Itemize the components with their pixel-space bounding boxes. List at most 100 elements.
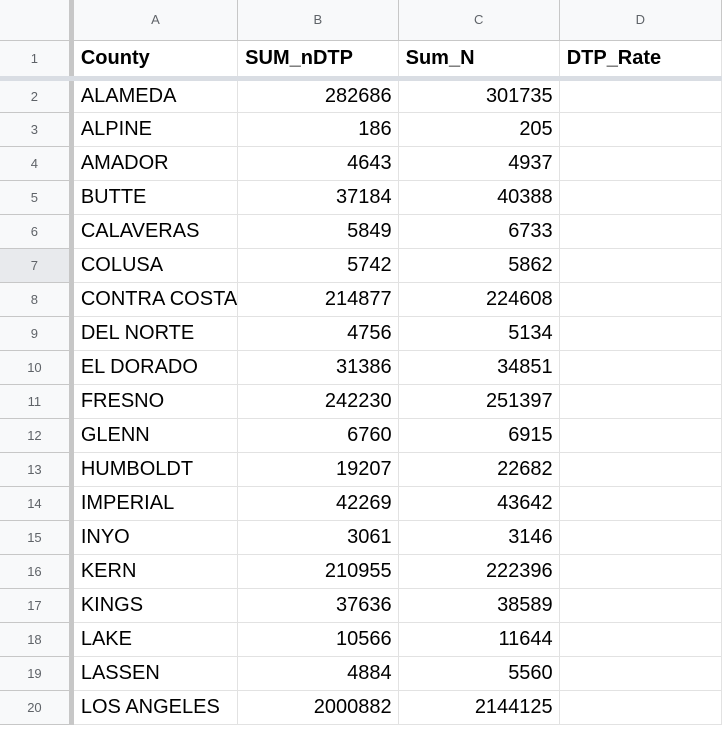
- cell-county[interactable]: AMADOR: [71, 146, 239, 181]
- cell-dtp-rate[interactable]: [559, 486, 722, 521]
- cell-sum-n[interactable]: 11644: [398, 622, 560, 657]
- cell-b1[interactable]: SUM_nDTP: [237, 40, 399, 81]
- cell-c1[interactable]: Sum_N: [398, 40, 560, 81]
- row-header[interactable]: 19: [0, 656, 74, 691]
- cell-sum-ndtp[interactable]: 37184: [237, 180, 399, 215]
- cell-dtp-rate[interactable]: [559, 180, 722, 215]
- row-header[interactable]: 14: [0, 486, 74, 521]
- cell-dtp-rate[interactable]: [559, 690, 722, 725]
- cell-county[interactable]: LASSEN: [71, 656, 239, 691]
- cell-dtp-rate[interactable]: [559, 146, 722, 181]
- cell-county[interactable]: IMPERIAL: [71, 486, 239, 521]
- cell-sum-ndtp[interactable]: 6760: [237, 418, 399, 453]
- cell-sum-ndtp[interactable]: 42269: [237, 486, 399, 521]
- cell-d1[interactable]: DTP_Rate: [559, 40, 722, 81]
- cell-sum-ndtp[interactable]: 186: [237, 112, 399, 147]
- cell-dtp-rate[interactable]: [559, 78, 722, 113]
- column-header-c[interactable]: C: [398, 0, 560, 41]
- cell-sum-ndtp[interactable]: 4643: [237, 146, 399, 181]
- cell-sum-n[interactable]: 5862: [398, 248, 560, 283]
- cell-dtp-rate[interactable]: [559, 350, 722, 385]
- row-header[interactable]: 16: [0, 554, 74, 589]
- cell-sum-n[interactable]: 6733: [398, 214, 560, 249]
- row-header[interactable]: 1: [0, 40, 74, 81]
- cell-sum-ndtp[interactable]: 10566: [237, 622, 399, 657]
- cell-sum-ndtp[interactable]: 2000882: [237, 690, 399, 725]
- cell-dtp-rate[interactable]: [559, 656, 722, 691]
- cell-sum-n[interactable]: 205: [398, 112, 560, 147]
- cell-county[interactable]: ALPINE: [71, 112, 239, 147]
- cell-sum-n[interactable]: 40388: [398, 180, 560, 215]
- cell-dtp-rate[interactable]: [559, 622, 722, 657]
- cell-county[interactable]: HUMBOLDT: [71, 452, 239, 487]
- cell-sum-ndtp[interactable]: 4756: [237, 316, 399, 351]
- cell-dtp-rate[interactable]: [559, 554, 722, 589]
- cell-county[interactable]: CONTRA COSTA: [71, 282, 239, 317]
- cell-county[interactable]: CALAVERAS: [71, 214, 239, 249]
- row-header[interactable]: 7: [0, 248, 74, 283]
- cell-county[interactable]: KERN: [71, 554, 239, 589]
- cell-sum-n[interactable]: 2144125: [398, 690, 560, 725]
- row-header[interactable]: 20: [0, 690, 74, 725]
- cell-county[interactable]: EL DORADO: [71, 350, 239, 385]
- cell-dtp-rate[interactable]: [559, 452, 722, 487]
- cell-sum-n[interactable]: 38589: [398, 588, 560, 623]
- row-header[interactable]: 8: [0, 282, 74, 317]
- row-header[interactable]: 10: [0, 350, 74, 385]
- cell-dtp-rate[interactable]: [559, 418, 722, 453]
- cell-county[interactable]: FRESNO: [71, 384, 239, 419]
- cell-county[interactable]: INYO: [71, 520, 239, 555]
- select-all-corner[interactable]: [0, 0, 74, 41]
- cell-county[interactable]: LAKE: [71, 622, 239, 657]
- row-header[interactable]: 3: [0, 112, 74, 147]
- row-header[interactable]: 6: [0, 214, 74, 249]
- cell-sum-n[interactable]: 43642: [398, 486, 560, 521]
- cell-sum-ndtp[interactable]: 242230: [237, 384, 399, 419]
- cell-sum-n[interactable]: 222396: [398, 554, 560, 589]
- row-header[interactable]: 18: [0, 622, 74, 657]
- cell-sum-n[interactable]: 6915: [398, 418, 560, 453]
- cell-dtp-rate[interactable]: [559, 520, 722, 555]
- cell-sum-ndtp[interactable]: 37636: [237, 588, 399, 623]
- cell-sum-ndtp[interactable]: 5849: [237, 214, 399, 249]
- cell-sum-n[interactable]: 5134: [398, 316, 560, 351]
- cell-county[interactable]: GLENN: [71, 418, 239, 453]
- cell-dtp-rate[interactable]: [559, 282, 722, 317]
- cell-sum-n[interactable]: 251397: [398, 384, 560, 419]
- cell-sum-ndtp[interactable]: 5742: [237, 248, 399, 283]
- cell-dtp-rate[interactable]: [559, 384, 722, 419]
- row-header[interactable]: 4: [0, 146, 74, 181]
- cell-sum-ndtp[interactable]: 210955: [237, 554, 399, 589]
- cell-a1[interactable]: County: [71, 40, 239, 81]
- cell-dtp-rate[interactable]: [559, 112, 722, 147]
- cell-sum-ndtp[interactable]: 19207: [237, 452, 399, 487]
- cell-sum-ndtp[interactable]: 4884: [237, 656, 399, 691]
- row-header[interactable]: 15: [0, 520, 74, 555]
- cell-county[interactable]: COLUSA: [71, 248, 239, 283]
- row-header[interactable]: 17: [0, 588, 74, 623]
- cell-sum-n[interactable]: 4937: [398, 146, 560, 181]
- column-header-b[interactable]: B: [237, 0, 399, 41]
- cell-county[interactable]: DEL NORTE: [71, 316, 239, 351]
- cell-dtp-rate[interactable]: [559, 214, 722, 249]
- cell-sum-n[interactable]: 224608: [398, 282, 560, 317]
- cell-county[interactable]: BUTTE: [71, 180, 239, 215]
- row-header[interactable]: 2: [0, 78, 74, 113]
- row-header[interactable]: 5: [0, 180, 74, 215]
- cell-dtp-rate[interactable]: [559, 248, 722, 283]
- row-header[interactable]: 11: [0, 384, 74, 419]
- row-header[interactable]: 9: [0, 316, 74, 351]
- cell-sum-ndtp[interactable]: 3061: [237, 520, 399, 555]
- cell-county[interactable]: KINGS: [71, 588, 239, 623]
- cell-sum-n[interactable]: 301735: [398, 78, 560, 113]
- cell-sum-n[interactable]: 34851: [398, 350, 560, 385]
- cell-county[interactable]: ALAMEDA: [71, 78, 239, 113]
- cell-county[interactable]: LOS ANGELES: [71, 690, 239, 725]
- row-header[interactable]: 12: [0, 418, 74, 453]
- cell-sum-ndtp[interactable]: 214877: [237, 282, 399, 317]
- cell-dtp-rate[interactable]: [559, 316, 722, 351]
- column-header-a[interactable]: A: [71, 0, 239, 41]
- cell-dtp-rate[interactable]: [559, 588, 722, 623]
- column-header-d[interactable]: D: [559, 0, 722, 41]
- cell-sum-ndtp[interactable]: 31386: [237, 350, 399, 385]
